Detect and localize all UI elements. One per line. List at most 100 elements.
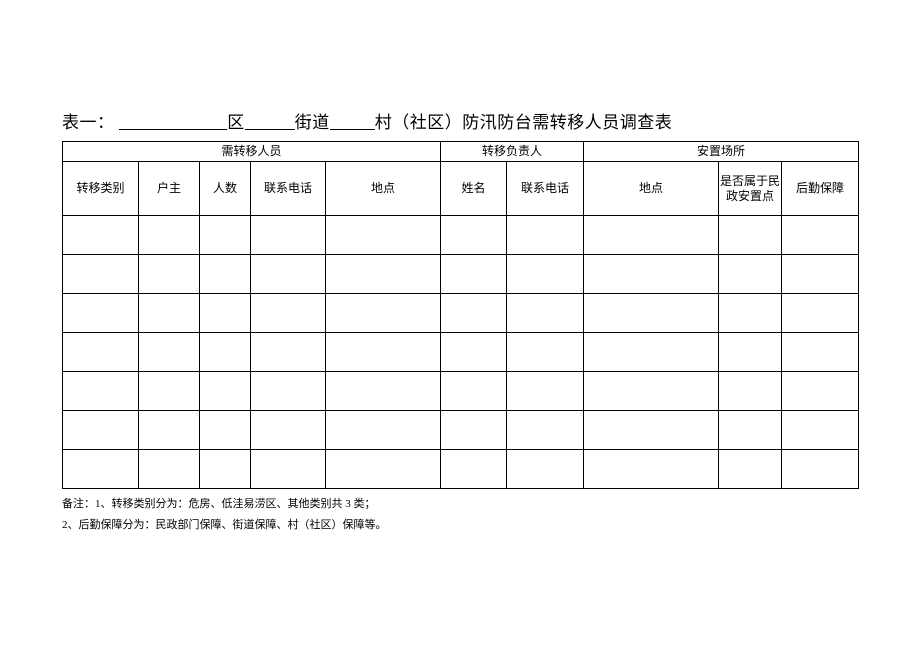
survey-table: 需转移人员 转移负责人 安置场所 转移类别 户主 人数 联系电话 地点 姓名 联…	[62, 141, 859, 489]
table-cell	[200, 450, 251, 489]
blank-village	[330, 112, 375, 130]
table-cell	[441, 372, 507, 411]
table-row	[63, 372, 859, 411]
table-cell	[139, 411, 200, 450]
col-header-civil-point: 是否属于民政安置点	[719, 162, 782, 216]
group-header-placement: 安置场所	[584, 142, 859, 162]
table-cell	[782, 411, 859, 450]
table-cell	[139, 255, 200, 294]
table-cell	[441, 333, 507, 372]
col-header-count: 人数	[200, 162, 251, 216]
table-cell	[63, 411, 139, 450]
title-village: 村（社区）防汛防台需转移人员调查表	[375, 113, 673, 132]
col-header-phone2: 联系电话	[507, 162, 584, 216]
table-cell	[782, 294, 859, 333]
table-cell	[782, 372, 859, 411]
col-header-phone1: 联系电话	[251, 162, 326, 216]
table-cell	[584, 216, 719, 255]
table-cell	[251, 216, 326, 255]
table-cell	[782, 216, 859, 255]
table-cell	[719, 216, 782, 255]
table-row	[63, 255, 859, 294]
table-cell	[584, 255, 719, 294]
table-cell	[200, 294, 251, 333]
table-cell	[507, 372, 584, 411]
table-cell	[139, 450, 200, 489]
table-cell	[200, 333, 251, 372]
table-cell	[584, 450, 719, 489]
note-line-1: 备注：1、转移类别分为：危房、低洼易涝区、其他类别共 3 类；	[62, 494, 858, 515]
table-cell	[326, 411, 441, 450]
col-header-householder: 户主	[139, 162, 200, 216]
form-title: 表一： 区 街道 村（社区）防汛防台需转移人员调查表	[62, 108, 858, 133]
table-cell	[719, 450, 782, 489]
blank-street	[245, 112, 295, 130]
title-street: 街道	[295, 113, 330, 132]
table-cell	[63, 450, 139, 489]
table-cell	[63, 255, 139, 294]
notes: 备注：1、转移类别分为：危房、低洼易涝区、其他类别共 3 类； 2、后勤保障分为…	[62, 494, 858, 536]
col-header-name: 姓名	[441, 162, 507, 216]
table-cell	[326, 255, 441, 294]
table-cell	[584, 372, 719, 411]
group-header-responsible: 转移负责人	[441, 142, 584, 162]
table-cell	[200, 372, 251, 411]
table-cell	[139, 333, 200, 372]
table-cell	[782, 333, 859, 372]
table-cell	[507, 255, 584, 294]
table-cell	[441, 450, 507, 489]
table-cell	[200, 216, 251, 255]
table-cell	[251, 411, 326, 450]
title-district: 区	[227, 113, 245, 132]
table-cell	[139, 216, 200, 255]
table-cell	[251, 333, 326, 372]
table-row	[63, 294, 859, 333]
table-cell	[507, 216, 584, 255]
table-cell	[326, 216, 441, 255]
table-cell	[584, 294, 719, 333]
table-cell	[441, 294, 507, 333]
table-cell	[441, 216, 507, 255]
table-cell	[139, 294, 200, 333]
table-cell	[326, 372, 441, 411]
title-prefix: 表一：	[62, 113, 115, 132]
table-cell	[782, 450, 859, 489]
table-cell	[251, 255, 326, 294]
table-cell	[507, 333, 584, 372]
col-header-location1: 地点	[326, 162, 441, 216]
table-cell	[251, 450, 326, 489]
group-header-transfer: 需转移人员	[63, 142, 441, 162]
table-cell	[719, 255, 782, 294]
table-cell	[782, 255, 859, 294]
table-cell	[719, 294, 782, 333]
table-cell	[326, 294, 441, 333]
table-cell	[507, 411, 584, 450]
table-cell	[584, 333, 719, 372]
col-header-category: 转移类别	[63, 162, 139, 216]
table-body	[63, 216, 859, 489]
table-cell	[326, 450, 441, 489]
table-cell	[139, 372, 200, 411]
table-cell	[63, 372, 139, 411]
table-cell	[507, 450, 584, 489]
col-header-logistics: 后勤保障	[782, 162, 859, 216]
col-header-location2: 地点	[584, 162, 719, 216]
table-cell	[200, 411, 251, 450]
table-cell	[441, 255, 507, 294]
table-cell	[251, 372, 326, 411]
table-cell	[63, 216, 139, 255]
table-cell	[200, 255, 251, 294]
table-cell	[63, 294, 139, 333]
note-line-2: 2、后勤保障分为：民政部门保障、街道保障、村（社区）保障等。	[62, 515, 858, 536]
table-row	[63, 450, 859, 489]
table-cell	[507, 294, 584, 333]
table-cell	[326, 333, 441, 372]
table-cell	[719, 333, 782, 372]
table-row	[63, 333, 859, 372]
table-row	[63, 216, 859, 255]
table-cell	[719, 411, 782, 450]
table-row	[63, 411, 859, 450]
table-cell	[251, 294, 326, 333]
table-cell	[584, 411, 719, 450]
table-cell	[441, 411, 507, 450]
